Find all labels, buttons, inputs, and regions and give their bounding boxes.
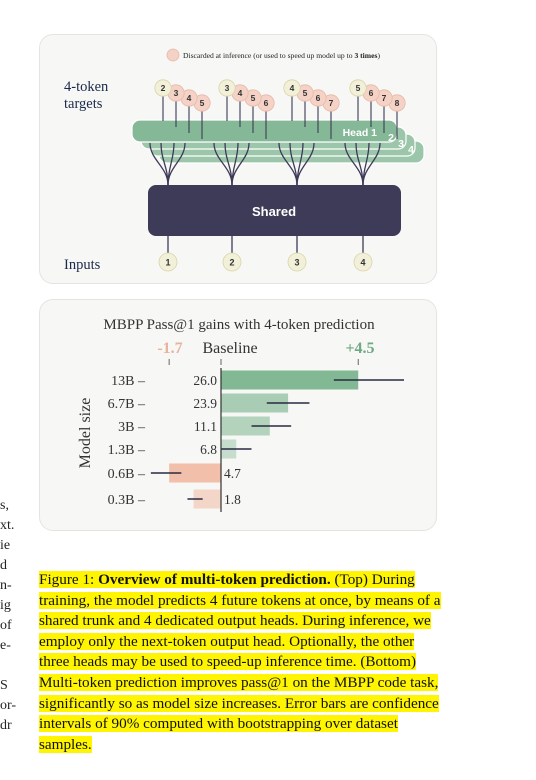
discarded-token-legend-icon bbox=[166, 48, 180, 62]
target-token-label: 5 bbox=[303, 88, 308, 98]
chart-marks: 13B – 26.0 6.7B – 23.9 3B – 11.1 1.3B – 6.8 0.6B… bbox=[108, 359, 404, 512]
input-token bbox=[222, 252, 242, 272]
shared-trunk bbox=[148, 185, 401, 236]
left-fragment: n- bbox=[0, 578, 12, 593]
next-token-target bbox=[283, 79, 301, 97]
next-token-target bbox=[154, 79, 172, 97]
architecture-diagram-panel: Discarded at inference (or used to speed… bbox=[39, 34, 437, 284]
target-token-label: 6 bbox=[316, 93, 321, 103]
input-token bbox=[353, 252, 373, 272]
left-fragment: e- bbox=[0, 638, 11, 653]
legend-text: Discarded at inference (or used to speed… bbox=[183, 51, 380, 60]
chart-title: MBPP Pass@1 gains with 4-token predictio… bbox=[103, 317, 375, 333]
baseline-value: 26.0 bbox=[193, 373, 217, 388]
input-token bbox=[287, 252, 307, 272]
left-fragment: d bbox=[0, 558, 7, 573]
baseline-value: 11.1 bbox=[194, 419, 217, 434]
target-token-label: 3 bbox=[225, 83, 230, 93]
mbpp-chart: MBPP Pass@1 gains with 4-token predictio… bbox=[77, 317, 404, 512]
target-token-label: 7 bbox=[382, 93, 387, 103]
target-token-label: 7 bbox=[329, 98, 334, 108]
trunk-head-connection bbox=[362, 142, 381, 186]
target-token-label: 5 bbox=[356, 83, 361, 93]
inputs-label: Inputs bbox=[64, 257, 101, 273]
category-label: 1.3B – bbox=[108, 443, 146, 458]
baseline-value: 1.8 bbox=[224, 492, 241, 507]
input-token-label: 1 bbox=[165, 258, 170, 268]
y-axis-label: Model size bbox=[77, 398, 94, 469]
next-token-target bbox=[218, 79, 236, 97]
trunk-head-connection bbox=[231, 142, 250, 186]
gain-bar-3B bbox=[221, 416, 270, 436]
left-fragment: dr bbox=[0, 718, 12, 733]
mbpp-chart-panel: MBPP Pass@1 gains with 4-token predictio… bbox=[39, 299, 437, 531]
target-token-label: 4 bbox=[290, 83, 295, 93]
left-fragment: ie bbox=[0, 538, 11, 553]
head-label-2: 2 bbox=[388, 132, 394, 144]
input-token bbox=[158, 252, 178, 272]
left-fragment: ig bbox=[0, 598, 11, 613]
next-token-target bbox=[349, 79, 367, 97]
input-token-label: 4 bbox=[360, 258, 365, 268]
target-token-label: 4 bbox=[238, 88, 243, 98]
gain-bar-13B bbox=[221, 370, 359, 390]
gain-bar-0.6B bbox=[169, 463, 221, 483]
input-token-label: 2 bbox=[229, 258, 234, 268]
left-fragment: of bbox=[0, 618, 12, 633]
targets-label-line2: targets bbox=[64, 96, 103, 112]
category-label: 13B – bbox=[111, 374, 146, 389]
target-token-label: 5 bbox=[251, 93, 256, 103]
trunk-head-connection bbox=[167, 142, 186, 186]
targets-label-line1: 4-token bbox=[64, 79, 109, 95]
target-token-label: 3 bbox=[174, 88, 179, 98]
caption-bold: Overview of multi-token prediction. bbox=[98, 571, 331, 588]
target-token-label: 8 bbox=[395, 98, 400, 108]
head-label-4: 4 bbox=[408, 144, 414, 156]
category-label: 0.3B – bbox=[108, 493, 146, 508]
gain-bar-6.7B bbox=[221, 393, 289, 413]
trunk-head-connection bbox=[296, 142, 315, 186]
shared-trunk-label: Shared bbox=[252, 204, 296, 219]
max-gain-label: +4.5 bbox=[345, 340, 374, 357]
left-fragment: s, bbox=[0, 498, 9, 513]
target-token-label: 6 bbox=[264, 98, 269, 108]
caption-text: (Top) During training, the model predict… bbox=[39, 571, 441, 753]
caption-prefix: Figure 1: bbox=[39, 571, 99, 588]
target-token-label: 6 bbox=[369, 88, 374, 98]
baseline-value: 6.8 bbox=[200, 442, 217, 457]
category-label: 6.7B – bbox=[108, 397, 146, 412]
min-gain-label: -1.7 bbox=[157, 340, 182, 357]
left-fragment: S bbox=[0, 678, 8, 693]
head-label-3: 3 bbox=[398, 138, 404, 150]
target-token-label: 4 bbox=[187, 93, 192, 103]
baseline-value: 23.9 bbox=[193, 396, 217, 411]
gain-bar-0.3B bbox=[193, 489, 221, 509]
target-token-label: 5 bbox=[200, 98, 205, 108]
figure-caption: Figure 1: Overview of multi-token predic… bbox=[39, 570, 443, 755]
left-fragment: or- bbox=[0, 698, 17, 713]
target-token-label: 2 bbox=[161, 83, 166, 93]
left-fragment: xt. bbox=[0, 518, 15, 533]
input-token-label: 3 bbox=[294, 258, 299, 268]
architecture-diagram: Discarded at inference (or used to speed… bbox=[64, 48, 425, 273]
head-label-1: Head 1 bbox=[343, 127, 378, 139]
baseline-label: Baseline bbox=[202, 340, 257, 357]
category-label: 0.6B – bbox=[108, 467, 146, 482]
legend: Discarded at inference (or used to speed… bbox=[166, 48, 380, 62]
baseline-value: 4.7 bbox=[224, 466, 241, 481]
category-label: 3B – bbox=[118, 420, 146, 435]
